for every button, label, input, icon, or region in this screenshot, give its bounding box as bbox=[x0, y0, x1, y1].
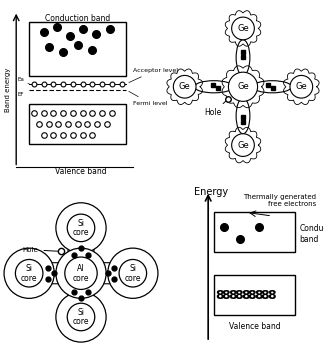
Text: Ge: Ge bbox=[237, 82, 249, 91]
Text: Hole: Hole bbox=[23, 247, 58, 253]
Circle shape bbox=[56, 292, 106, 342]
Circle shape bbox=[290, 76, 313, 98]
Text: Fermi level: Fermi level bbox=[129, 91, 167, 106]
Circle shape bbox=[228, 72, 258, 101]
Circle shape bbox=[56, 203, 106, 253]
Circle shape bbox=[232, 17, 254, 40]
Ellipse shape bbox=[236, 40, 250, 76]
Text: Thermally generated
free electrons: Thermally generated free electrons bbox=[243, 194, 316, 207]
Text: Ge: Ge bbox=[237, 24, 249, 33]
Text: Hole: Hole bbox=[204, 101, 226, 117]
Text: 8: 8 bbox=[215, 289, 224, 302]
Text: Valence band: Valence band bbox=[55, 167, 107, 176]
Ellipse shape bbox=[236, 98, 250, 134]
Text: Acceptor level: Acceptor level bbox=[129, 68, 178, 82]
Ellipse shape bbox=[194, 81, 233, 93]
FancyBboxPatch shape bbox=[68, 280, 94, 310]
Text: Conduction band: Conduction band bbox=[45, 14, 110, 23]
Text: Energy: Energy bbox=[193, 187, 228, 197]
Circle shape bbox=[67, 214, 95, 242]
Circle shape bbox=[15, 260, 43, 287]
Circle shape bbox=[4, 248, 54, 298]
Text: Al
core: Al core bbox=[73, 264, 89, 283]
Circle shape bbox=[119, 260, 146, 287]
Ellipse shape bbox=[253, 81, 292, 93]
Circle shape bbox=[56, 248, 106, 298]
Text: Valence band: Valence band bbox=[228, 322, 280, 331]
Text: 8: 8 bbox=[248, 289, 256, 302]
Circle shape bbox=[173, 76, 196, 98]
Circle shape bbox=[108, 248, 158, 298]
Text: Conductor
band: Conductor band bbox=[300, 224, 324, 244]
Text: 8: 8 bbox=[254, 289, 263, 302]
FancyBboxPatch shape bbox=[36, 263, 75, 284]
Bar bbox=[214, 275, 295, 315]
Text: Ea: Ea bbox=[17, 77, 24, 82]
Text: Si
core: Si core bbox=[21, 264, 37, 283]
Text: 8: 8 bbox=[222, 289, 230, 302]
Text: 8: 8 bbox=[260, 289, 269, 302]
Bar bbox=[29, 104, 126, 144]
Text: Ge: Ge bbox=[179, 82, 191, 91]
Text: Band energy: Band energy bbox=[5, 68, 11, 112]
Text: Ge: Ge bbox=[295, 82, 307, 91]
FancyBboxPatch shape bbox=[68, 234, 94, 267]
Text: Ge: Ge bbox=[237, 140, 249, 150]
Text: 8: 8 bbox=[267, 289, 276, 302]
Circle shape bbox=[67, 303, 95, 331]
Text: 8: 8 bbox=[241, 289, 250, 302]
FancyBboxPatch shape bbox=[87, 263, 126, 284]
Text: 8: 8 bbox=[235, 289, 243, 302]
Text: Si
core: Si core bbox=[73, 219, 89, 237]
Text: 8: 8 bbox=[228, 289, 237, 302]
Text: Si
core: Si core bbox=[125, 264, 141, 283]
Text: EF: EF bbox=[18, 92, 24, 97]
Bar bbox=[29, 22, 126, 76]
Circle shape bbox=[65, 257, 97, 289]
Text: Si
core: Si core bbox=[73, 308, 89, 326]
Bar bbox=[214, 212, 295, 252]
Circle shape bbox=[232, 134, 254, 156]
